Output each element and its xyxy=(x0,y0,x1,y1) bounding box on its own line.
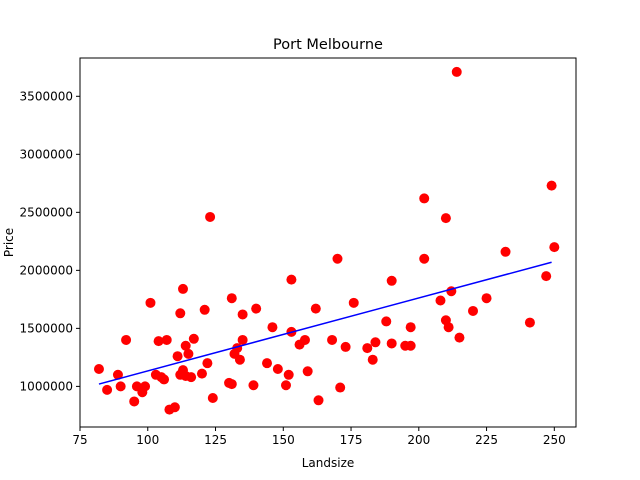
y-axis-title: Price xyxy=(2,228,16,257)
y-tick-label: 3000000 xyxy=(20,147,73,161)
x-tick-label: 125 xyxy=(204,433,227,447)
data-point xyxy=(381,316,392,327)
data-point xyxy=(267,322,278,333)
x-axis-title: Landsize xyxy=(302,456,355,470)
regression-line xyxy=(98,261,552,385)
data-point xyxy=(272,363,283,374)
data-point xyxy=(549,242,560,253)
data-point xyxy=(332,253,343,264)
y-tick-label: 1500000 xyxy=(20,321,73,335)
data-point xyxy=(237,334,248,345)
y-tick-label: 2500000 xyxy=(20,205,73,219)
data-point xyxy=(207,392,218,403)
data-point xyxy=(546,180,557,191)
data-point xyxy=(419,193,430,204)
data-point xyxy=(299,334,310,345)
data-point xyxy=(362,343,373,354)
data-point xyxy=(226,293,237,304)
data-point xyxy=(313,395,324,406)
data-point xyxy=(286,274,297,285)
plot-area-frame xyxy=(79,57,577,428)
data-point xyxy=(196,368,207,379)
data-point xyxy=(370,337,381,348)
data-point xyxy=(348,297,359,308)
data-point xyxy=(115,381,126,392)
data-point xyxy=(169,402,180,413)
data-point xyxy=(440,213,451,224)
data-point xyxy=(405,340,416,351)
data-point xyxy=(177,283,188,294)
data-point xyxy=(302,366,313,377)
data-point xyxy=(405,322,416,333)
y-tick-label: 1000000 xyxy=(20,379,73,393)
data-point xyxy=(175,308,186,319)
data-point xyxy=(161,334,172,345)
data-point xyxy=(327,334,338,345)
data-point xyxy=(172,351,183,362)
data-point xyxy=(541,271,552,282)
data-point xyxy=(481,293,492,304)
data-point xyxy=(280,380,291,391)
data-point xyxy=(159,374,170,385)
data-point xyxy=(226,379,237,390)
x-tick-label: 100 xyxy=(136,433,159,447)
data-point xyxy=(145,297,156,308)
data-point xyxy=(202,358,213,369)
y-tick-label: 3500000 xyxy=(20,89,73,103)
data-point xyxy=(112,369,123,380)
data-point xyxy=(140,381,151,392)
data-point xyxy=(283,369,294,380)
data-point xyxy=(234,354,245,365)
data-point xyxy=(180,340,191,351)
data-point xyxy=(386,338,397,349)
data-point xyxy=(205,211,216,222)
x-tick-label: 75 xyxy=(72,433,87,447)
data-point xyxy=(129,396,140,407)
data-point xyxy=(183,348,194,359)
y-tick-label: 2000000 xyxy=(20,263,73,277)
data-point xyxy=(188,333,199,344)
data-point xyxy=(451,66,462,77)
data-point xyxy=(310,303,321,314)
x-tick-label: 150 xyxy=(272,433,295,447)
data-point xyxy=(199,304,210,315)
data-point xyxy=(367,354,378,365)
data-point xyxy=(524,317,535,328)
data-point xyxy=(121,334,132,345)
chart-title: Port Melbourne xyxy=(273,37,383,53)
x-tick-label: 200 xyxy=(407,433,430,447)
data-point xyxy=(386,275,397,286)
data-point xyxy=(340,341,351,352)
data-point xyxy=(186,372,197,383)
data-point xyxy=(419,253,430,264)
data-point xyxy=(443,322,454,333)
data-point xyxy=(454,332,465,343)
data-point xyxy=(153,336,164,347)
data-point xyxy=(93,363,104,374)
x-tick-label: 175 xyxy=(340,433,363,447)
x-tick-label: 250 xyxy=(543,433,566,447)
data-point xyxy=(468,305,479,316)
data-point xyxy=(435,295,446,306)
data-point xyxy=(251,303,262,314)
data-point xyxy=(262,358,273,369)
x-tick-label: 225 xyxy=(475,433,498,447)
data-point xyxy=(237,309,248,320)
data-point xyxy=(500,246,511,257)
data-point xyxy=(102,384,113,395)
data-point xyxy=(248,380,259,391)
data-point xyxy=(335,382,346,393)
